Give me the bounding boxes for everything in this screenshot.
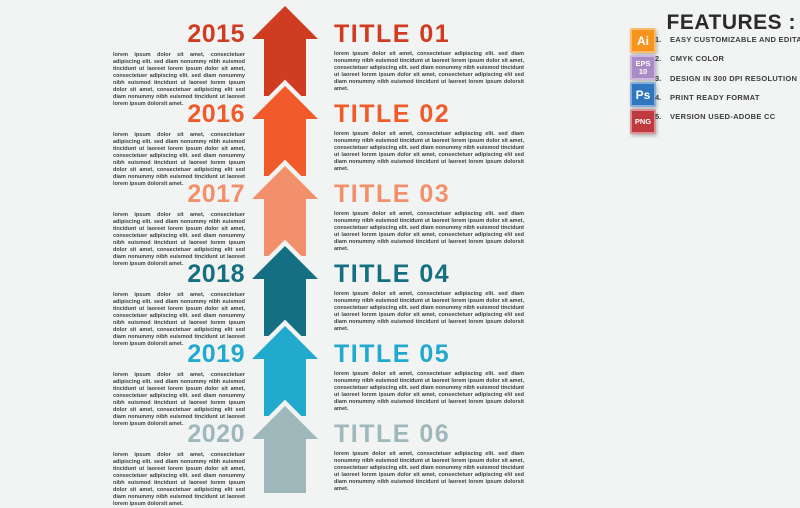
feature-label: CMYK COLOR (670, 54, 725, 63)
timeline-row-2017: 2017 lorem ipsum dolor sit amet, consect… (0, 180, 800, 267)
feature-number: 1. (655, 35, 662, 44)
timeline-row-2015: 2015 lorem ipsum dolor sit amet, consect… (0, 20, 800, 107)
year-description-2017: lorem ipsum dolor sit amet, consectetuer… (113, 212, 245, 267)
title-description-04: lorem ipsum dolor sit amet, consectetuer… (334, 291, 524, 332)
features-title: FEATURES : (666, 11, 796, 34)
adobe-illustrator-icon: Ai (630, 28, 656, 53)
feature-label: PRINT READY FORMAT (670, 93, 760, 102)
timeline-row-2020: 2020 lorem ipsum dolor sit amet, consect… (0, 420, 800, 507)
year-label-2016: 2016 (187, 100, 245, 128)
timeline-row-2016: 2016 lorem ipsum dolor sit amet, consect… (0, 100, 800, 187)
feature-item-5: 5. VERSION USED-ADOBE CC (655, 112, 800, 121)
title-label-05: TITLE 05 (334, 340, 451, 368)
timeline-row-2018: 2018 lorem ipsum dolor sit amet, consect… (0, 260, 800, 347)
feature-number: 2. (655, 54, 662, 63)
arrow-2020-icon (249, 399, 321, 496)
year-label-2019: 2019 (187, 340, 245, 368)
icon-text: EPS (635, 59, 651, 68)
feature-item-4: 4. PRINT READY FORMAT (655, 93, 800, 102)
year-label-2018: 2018 (187, 260, 245, 288)
feature-number: 4. (655, 93, 662, 102)
feature-number: 3. (655, 74, 662, 83)
icon-text: 10 (638, 66, 648, 76)
feature-label: EASY CUSTOMIZABLE AND EDITABLE (670, 35, 800, 44)
png-file-icon: PNG (630, 109, 656, 134)
year-label-2020: 2020 (187, 420, 245, 448)
feature-item-2: 2. CMYK COLOR (655, 54, 800, 63)
year-description-2018: lorem ipsum dolor sit amet, consectetuer… (113, 292, 245, 347)
eps10-file-icon: EPS 10 (630, 55, 656, 80)
feature-item-1: 1. EASY CUSTOMIZABLE AND EDITABLE (655, 35, 800, 44)
title-description-01: lorem ipsum dolor sit amet, consectetuer… (334, 51, 524, 92)
title-label-04: TITLE 04 (334, 260, 451, 288)
title-description-02: lorem ipsum dolor sit amet, consectetuer… (334, 131, 524, 172)
title-description-05: lorem ipsum dolor sit amet, consectetuer… (334, 371, 524, 412)
title-label-01: TITLE 01 (334, 20, 451, 48)
title-description-03: lorem ipsum dolor sit amet, consectetuer… (334, 211, 524, 252)
timeline-row-2019: 2019 lorem ipsum dolor sit amet, consect… (0, 340, 800, 427)
feature-number: 5. (655, 112, 662, 121)
feature-label: DESIGN IN 300 DPI RESOLUTION (670, 74, 798, 83)
adobe-photoshop-icon: Ps (630, 82, 656, 107)
year-label-2017: 2017 (187, 180, 245, 208)
feature-item-3: 3. DESIGN IN 300 DPI RESOLUTION (655, 74, 800, 83)
feature-label: VERSION USED-ADOBE CC (670, 112, 776, 121)
title-description-06: lorem ipsum dolor sit amet, consectetuer… (334, 451, 524, 492)
year-description-2015: lorem ipsum dolor sit amet, consectetuer… (113, 52, 245, 107)
icon-text: PNG (634, 116, 652, 126)
year-description-2020: lorem ipsum dolor sit amet, consectetuer… (113, 452, 245, 507)
title-label-06: TITLE 06 (334, 420, 451, 448)
icon-text: Ai (637, 33, 649, 48)
year-description-2019: lorem ipsum dolor sit amet, consectetuer… (113, 372, 245, 427)
arrow-column (249, 2, 321, 496)
title-label-03: TITLE 03 (334, 180, 451, 208)
title-label-02: TITLE 02 (334, 100, 451, 128)
icon-text: Ps (635, 87, 651, 102)
year-label-2015: 2015 (187, 20, 245, 48)
year-description-2016: lorem ipsum dolor sit amet, consectetuer… (113, 132, 245, 187)
file-format-icons: Ai EPS 10 Ps PNG (630, 28, 656, 134)
